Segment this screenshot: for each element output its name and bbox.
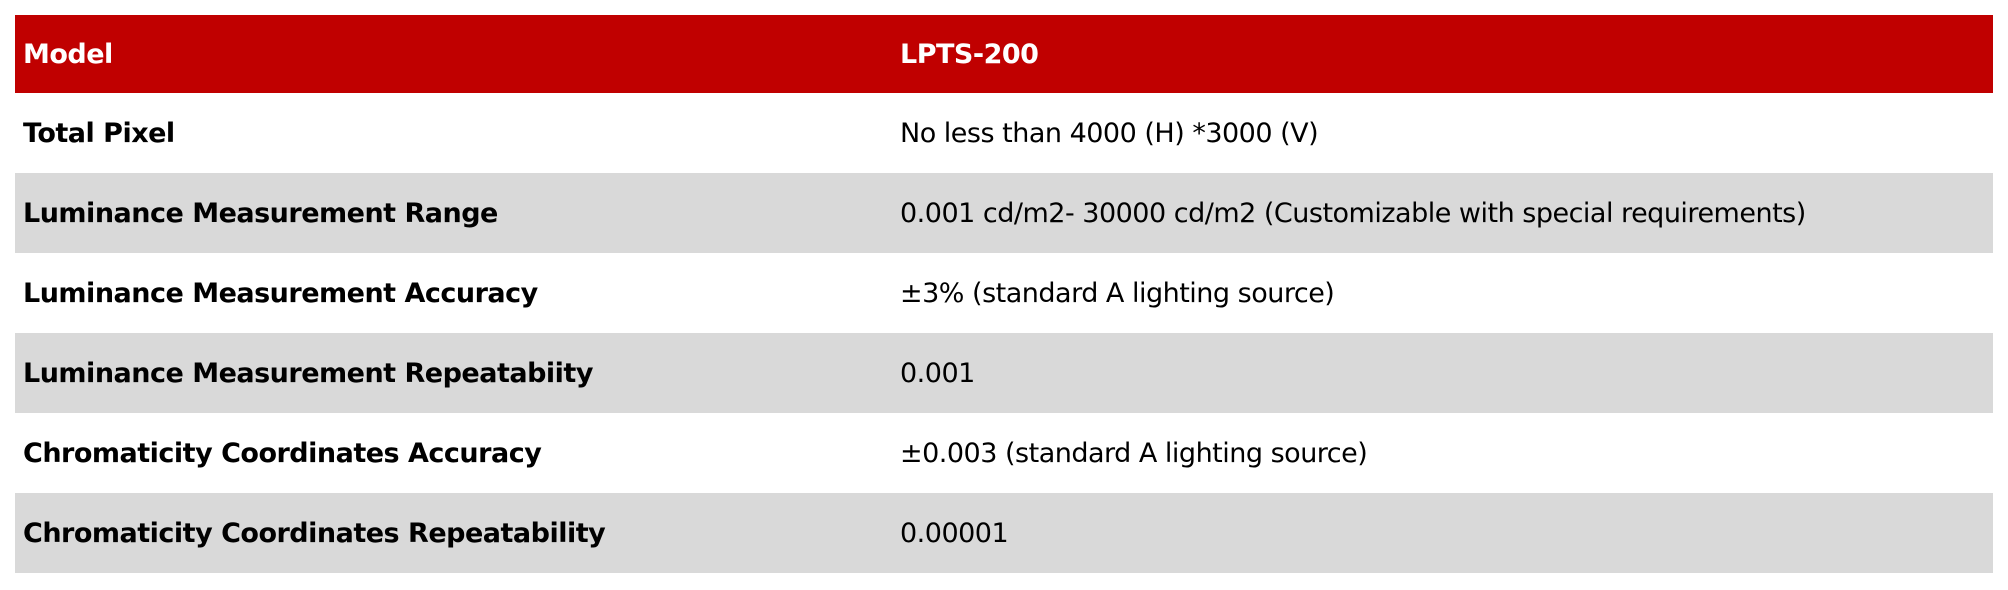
row-label: Luminance Measurement Range [23, 197, 498, 229]
table-row: Luminance Measurement Repeatabiity 0.001 [15, 333, 1993, 413]
row-value: 0.00001 [900, 517, 1009, 549]
table-row: Luminance Measurement Range 0.001 cd/m2-… [15, 173, 1993, 253]
row-value: 0.001 [900, 357, 975, 389]
row-value: ±0.003 (standard A lighting source) [900, 437, 1368, 469]
table-row: Total Pixel No less than 4000 (H) *3000 … [15, 93, 1993, 173]
row-label: Total Pixel [23, 117, 175, 149]
row-value: No less than 4000 (H) *3000 (V) [900, 117, 1319, 149]
row-label: Chromaticity Coordinates Accuracy [23, 437, 542, 469]
table-row: Chromaticity Coordinates Repeatability 0… [15, 493, 1993, 573]
row-value: 0.001 cd/m2- 30000 cd/m2 (Customizable w… [900, 197, 1806, 229]
row-label: Luminance Measurement Repeatabiity [23, 357, 593, 389]
table-row: Chromaticity Coordinates Accuracy ±0.003… [15, 413, 1993, 493]
table-header-row: Model LPTS-200 [15, 15, 1993, 93]
header-value: LPTS-200 [900, 38, 1039, 70]
row-value: ±3% (standard A lighting source) [900, 277, 1335, 309]
row-label: Chromaticity Coordinates Repeatability [23, 517, 606, 549]
spec-table: Model LPTS-200 Total Pixel No less than … [15, 15, 1993, 573]
table-row: Luminance Measurement Accuracy ±3% (stan… [15, 253, 1993, 333]
row-label: Luminance Measurement Accuracy [23, 277, 538, 309]
header-label: Model [23, 38, 113, 70]
